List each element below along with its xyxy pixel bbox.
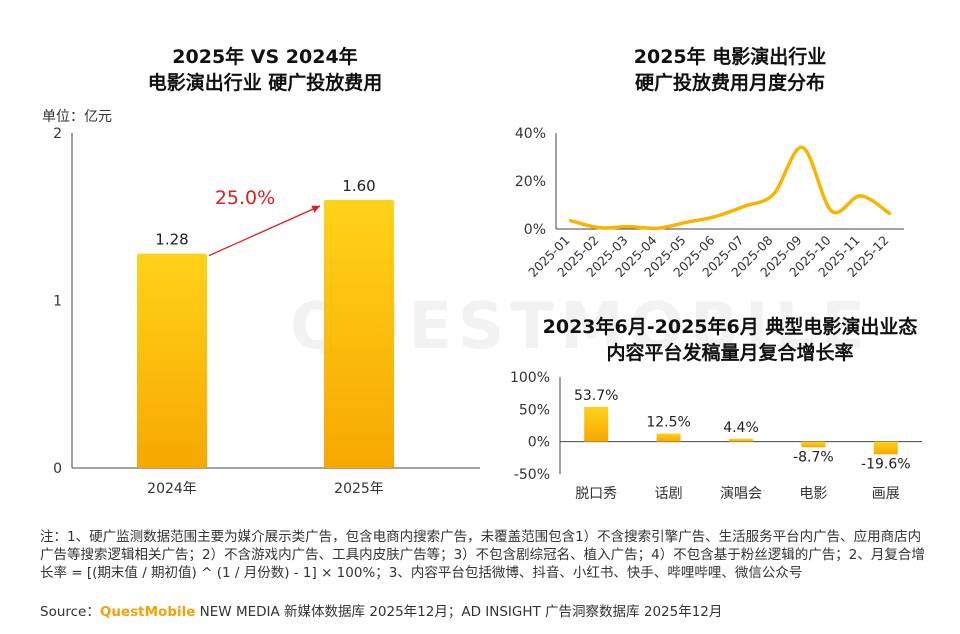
source-brand: QuestMobile xyxy=(99,604,196,620)
chart1-value-label: 1.28 xyxy=(155,231,188,249)
chart3-y-tick-label: 50% xyxy=(519,402,550,418)
chart3-bar xyxy=(873,441,898,455)
chart3-y-tick-label: 0% xyxy=(528,435,550,451)
chart1-x-tick-label: 2025年 xyxy=(334,481,384,497)
chart3-bar xyxy=(584,406,609,442)
chart3-value-label: 53.7% xyxy=(574,388,618,404)
source-rest: NEW MEDIA 新媒体数据库 2025年12月；AD INSIGHT 广告洞… xyxy=(195,604,723,620)
chart3-bar xyxy=(801,441,826,448)
chart2-series-line xyxy=(568,145,892,231)
chart1-unit-label: 单位：亿元 xyxy=(42,109,112,125)
chart1-y-tick-label: 2 xyxy=(53,126,62,142)
monthly-line-chart: 0%20%40%2025-012025-022025-032025-042025… xyxy=(515,126,904,280)
source-line: Source：QuestMobile NEW MEDIA 新媒体数据库 2025… xyxy=(40,600,722,620)
footnote: 注：1、硬广监测数据范围主要为媒介展示类广告，包含电商内搜索广告，未覆盖范围包含… xyxy=(40,529,925,581)
chart3-value-label: -19.6% xyxy=(861,456,911,472)
chart1-y-tick-label: 0 xyxy=(53,461,62,477)
chart1-growth-label: 25.0% xyxy=(215,187,275,209)
chart3-title: 2023年6月-2025年6月 典型电影演出业态 内容平台发稿量月复合增长率 xyxy=(500,314,960,366)
chart3-value-label: 12.5% xyxy=(646,415,690,431)
chart1-growth-arrow xyxy=(208,205,321,257)
chart3-x-tick-label: 画展 xyxy=(872,486,900,502)
chart1-title-line1: 2025年 VS 2024年 xyxy=(172,46,358,68)
chart1-bar xyxy=(324,200,394,468)
chart3-y-tick-label: -50% xyxy=(514,467,550,483)
chart1-x-tick-label: 2024年 xyxy=(147,481,197,497)
chart2-y-tick-label: 20% xyxy=(515,174,546,190)
chart1-title-line2: 电影演出行业 硬广投放费用 xyxy=(147,72,383,94)
chart3-bar xyxy=(656,433,681,442)
source-prefix: Source： xyxy=(40,604,100,620)
chart2-title-line2: 硬广投放费用月度分布 xyxy=(634,72,825,94)
chart1-title: 2025年 VS 2024年 电影演出行业 硬广投放费用 xyxy=(60,44,470,96)
chart3-title-line1: 2023年6月-2025年6月 典型电影演出业态 xyxy=(542,316,918,338)
chart3-value-label: -8.7% xyxy=(793,449,834,465)
chart1-bar xyxy=(137,253,207,468)
chart3-x-tick-label: 脱口秀 xyxy=(575,486,617,502)
chart1-y-tick-label: 1 xyxy=(53,294,62,310)
chart3-value-label: 4.4% xyxy=(723,420,759,436)
chart2-y-tick-label: 40% xyxy=(515,126,546,142)
chart1-value-label: 1.60 xyxy=(342,177,375,195)
chart3-y-tick-label: 100% xyxy=(510,370,550,386)
chart3-bar xyxy=(729,438,753,442)
chart3-x-tick-label: 电影 xyxy=(799,486,827,502)
chart2-y-tick-label: 0% xyxy=(524,222,546,238)
chart3-x-tick-label: 演唱会 xyxy=(720,486,762,502)
growth-bar-chart: 100% 50% 0% -50% 53.7% 脱口秀 12.5% 话剧 4.4% 演唱会 -8.7%… xyxy=(510,370,922,502)
chart2-title-line1: 2025年 电影演出行业 xyxy=(633,46,827,68)
chart3-x-tick-label: 话剧 xyxy=(655,486,683,502)
chart3-title-line2: 内容平台发稿量月复合增长率 xyxy=(606,342,854,364)
annual-bar-chart: 0 1 2 1.28 2024年 1.60 2025年 25.0% xyxy=(53,126,480,497)
chart2-title: 2025年 电影演出行业 硬广投放费用月度分布 xyxy=(520,44,940,96)
